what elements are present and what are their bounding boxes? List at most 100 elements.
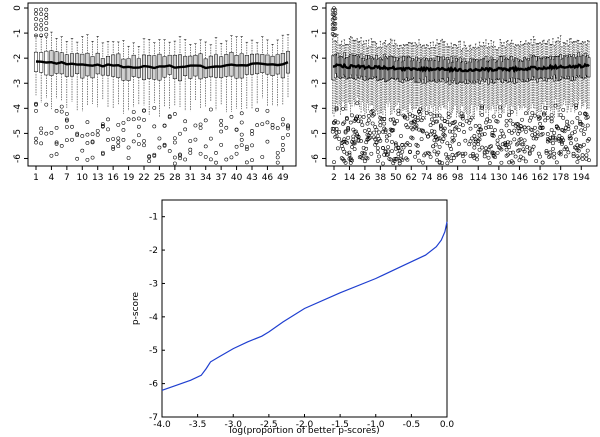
outlier-point — [366, 118, 371, 123]
y-tick-label: -6 — [311, 154, 321, 163]
outlier-point — [34, 22, 38, 27]
outlier-point — [448, 129, 452, 134]
outlier-point — [521, 156, 526, 161]
outlier-point — [370, 121, 375, 126]
outlier-point — [522, 138, 527, 143]
outlier-point — [39, 7, 44, 12]
outlier-point — [417, 127, 421, 132]
outlier-point — [64, 138, 69, 142]
outlier-point — [382, 121, 387, 126]
outlier-point — [462, 159, 466, 164]
outlier-point — [178, 156, 182, 161]
box — [54, 38, 59, 157]
outlier-point — [437, 144, 442, 149]
pscore-line-panel: -4.0 -3.5 -3.0 -2.5 -2.0 -1.5 -1.0 -0.5 0.0 -1 -2 -… — [131, 199, 454, 436]
outlier-point — [511, 150, 515, 155]
outlier-point — [508, 150, 513, 155]
outlier-point — [203, 144, 208, 149]
outlier-point — [585, 148, 590, 153]
box — [285, 34, 291, 137]
outlier-point — [574, 103, 578, 108]
outlier-point — [265, 120, 270, 125]
boxplot-right-panel: 0-1-2-3-4-5-62 14 26 38 50 62 74 86 98 114 130 146 1… — [311, 2, 598, 183]
outlier-point — [420, 160, 425, 165]
x-tick-label: 46 — [262, 173, 274, 183]
outlier-point — [495, 138, 500, 143]
outlier-point — [463, 151, 468, 156]
x-tick-label: 38 — [375, 173, 387, 183]
y-axis-title: p-score — [131, 291, 141, 325]
outlier-point — [427, 151, 432, 156]
x-tick-label: 7 — [64, 173, 70, 183]
outlier-point — [480, 106, 484, 110]
outlier-point — [214, 151, 218, 155]
y-tick-label: -3 — [149, 279, 158, 289]
outlier-point — [366, 114, 371, 118]
y-tick-label: -2 — [13, 54, 23, 63]
outlier-point — [332, 126, 336, 131]
outlier-point — [451, 156, 456, 160]
box-body — [64, 54, 69, 77]
outlier-point — [478, 127, 483, 132]
outlier-point — [516, 141, 521, 146]
outlier-point — [399, 153, 403, 158]
x-tick-label: 14 — [344, 173, 356, 183]
outlier-point — [286, 133, 290, 137]
x-tick-label: -0.5 — [403, 420, 421, 430]
box-body — [126, 58, 131, 81]
outlier-point — [498, 134, 503, 139]
box — [85, 34, 90, 162]
outlier-point — [544, 149, 549, 153]
outlier-point — [100, 122, 105, 126]
outlier-point — [383, 150, 388, 154]
outlier-point — [377, 136, 381, 141]
outlier-point — [70, 137, 74, 142]
outlier-point — [507, 145, 512, 149]
outlier-point — [345, 140, 349, 145]
box — [229, 35, 234, 160]
outlier-point — [420, 129, 425, 134]
outlier-point — [413, 154, 418, 159]
outlier-point — [265, 108, 270, 113]
outlier-point — [441, 128, 446, 133]
outlier-point — [480, 104, 484, 109]
outlier-point — [397, 161, 402, 166]
outlier-point — [527, 151, 532, 156]
outlier-point — [418, 111, 423, 116]
outlier-point — [44, 32, 49, 37]
outlier-point — [504, 118, 509, 123]
outlier-point — [548, 138, 553, 143]
outlier-point — [415, 150, 420, 155]
outlier-point — [142, 108, 146, 113]
outlier-point — [126, 145, 131, 150]
outlier-point — [85, 157, 90, 162]
outlier-point — [518, 137, 523, 141]
box — [234, 36, 239, 156]
box-body — [270, 55, 275, 77]
outlier-point — [442, 119, 447, 123]
outlier-point — [565, 147, 569, 151]
outlier-point — [424, 110, 429, 115]
outlier-point — [505, 140, 510, 145]
outlier-point — [280, 122, 285, 127]
box — [157, 39, 162, 150]
outlier-point — [543, 118, 548, 123]
box — [69, 38, 75, 142]
outlier-point — [390, 128, 394, 132]
outlier-point — [509, 130, 514, 135]
outlier-point — [178, 131, 182, 136]
outlier-point — [433, 142, 438, 147]
outlier-point — [337, 129, 342, 134]
outlier-point — [581, 132, 586, 137]
outlier-point — [350, 158, 354, 163]
outlier-point — [382, 116, 387, 121]
outlier-point — [337, 137, 342, 141]
outlier-point — [34, 102, 38, 107]
boxplot-left-panel: 0-1-2-3-4-5-61 4 7 10 13 16 19 22 25 28 31 34 37 40 43… — [13, 2, 297, 183]
series-line-0 — [161, 221, 448, 391]
outlier-point — [44, 7, 49, 12]
outlier-point — [136, 116, 141, 121]
outlier-point — [518, 124, 523, 129]
outlier-point — [390, 139, 394, 144]
outlier-point — [399, 134, 403, 138]
